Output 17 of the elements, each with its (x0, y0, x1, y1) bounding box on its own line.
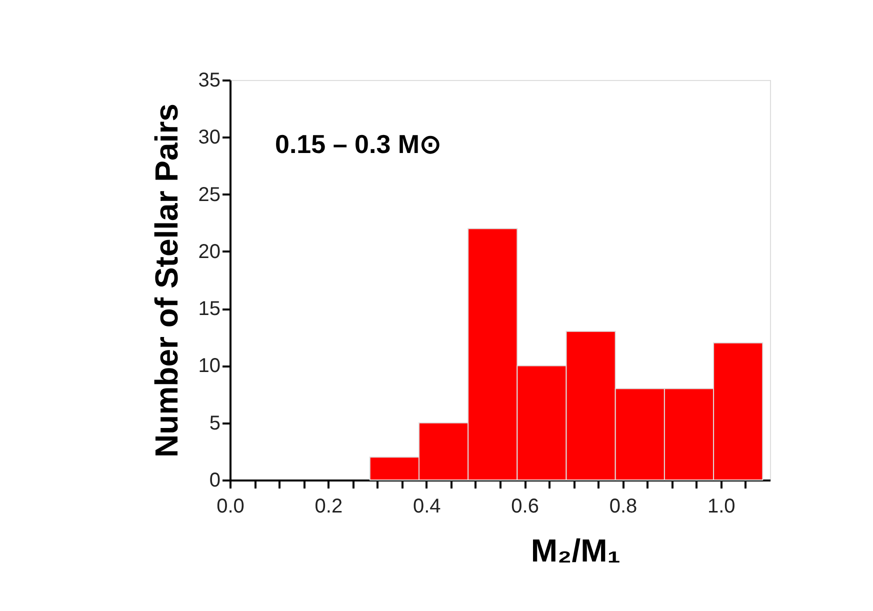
annotation: 0.15 – 0.3 M⊙ (275, 129, 442, 159)
y-tick-label: 35 (198, 70, 220, 92)
x-tick-label: 1.0 (708, 496, 736, 518)
y-tick-label: 30 (198, 126, 220, 149)
y-tick-label: 25 (198, 184, 220, 206)
x-tick-label: 0.2 (314, 496, 343, 518)
y-tick-label: 15 (198, 298, 220, 320)
x-tick-label: 0.4 (412, 496, 441, 518)
y-axis-title: Number of Stellar Pairs (148, 104, 184, 458)
y-tick-label: 10 (198, 355, 220, 378)
y-tick-label: 5 (209, 412, 220, 434)
y-tick-label: 0 (209, 470, 220, 492)
y-tick-label: 20 (198, 240, 220, 263)
x-tick-label: 0.6 (511, 496, 539, 518)
x-tick-label: 0.8 (609, 496, 638, 518)
x-tick-label: 0.0 (216, 496, 244, 518)
x-axis-title: M₂/M₁ (530, 532, 620, 568)
